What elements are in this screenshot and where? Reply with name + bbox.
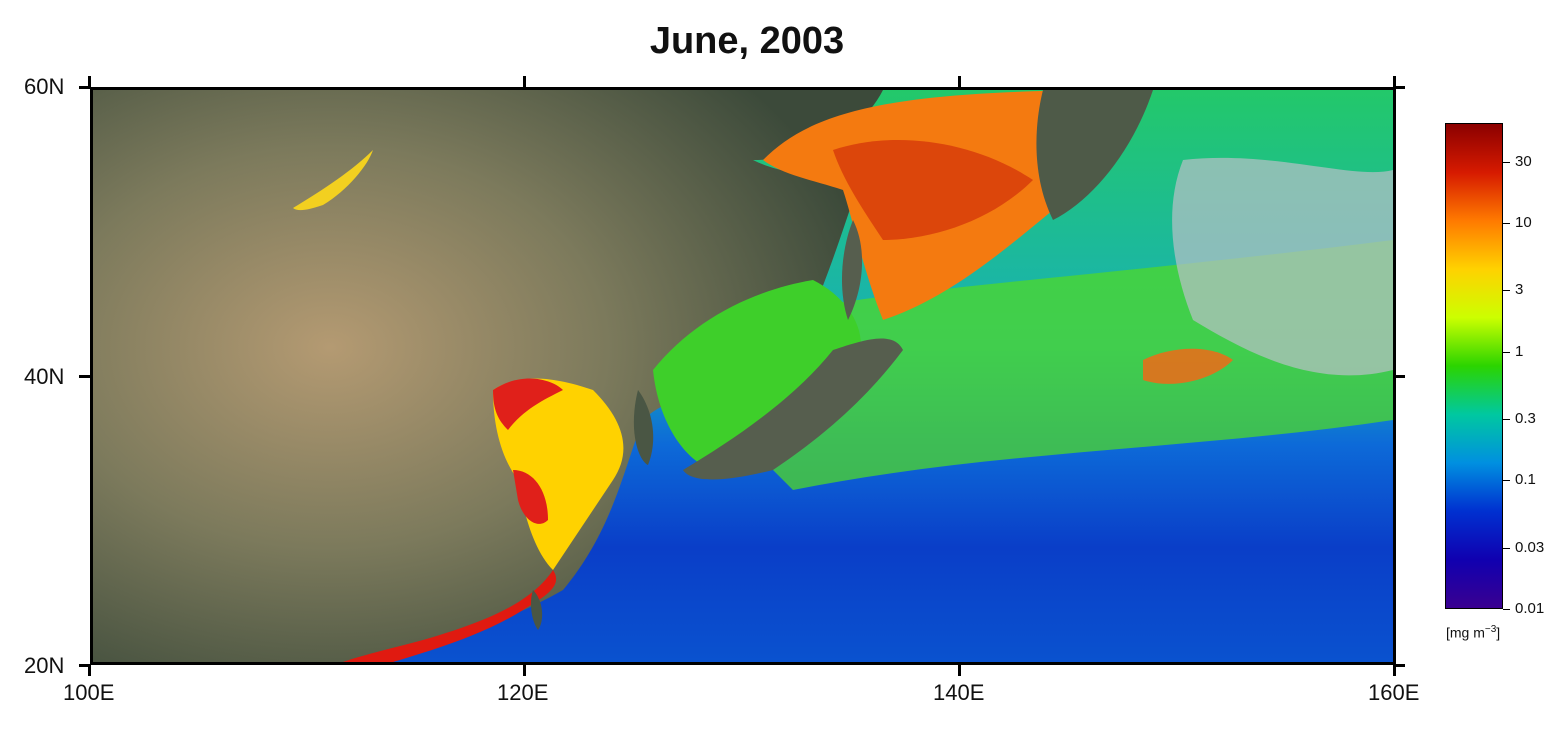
x-tick-mark: [523, 76, 526, 87]
colorbar-tick-label: 30: [1515, 153, 1532, 170]
coastal-bloom: [343, 570, 557, 662]
colorbar-tick-mark: [1503, 419, 1510, 420]
x-tick-mark: [958, 665, 961, 676]
y-tick-mark: [1396, 375, 1405, 378]
y-tick-mark: [79, 664, 90, 667]
colorbar-tick-mark: [1503, 290, 1510, 291]
y-tick-mark: [1396, 664, 1405, 667]
colorbar-tick-mark: [1503, 548, 1510, 549]
x-tick-label: 100E: [63, 680, 115, 705]
colorbar-tick-mark: [1503, 223, 1510, 224]
map-title: June, 2003: [649, 20, 845, 62]
japan-islands: [683, 338, 903, 480]
map-canvas: [93, 90, 1393, 662]
yellow-sea-bloom: [493, 378, 624, 570]
x-tick-label: 140E: [933, 680, 985, 705]
kamchatka: [1036, 90, 1153, 220]
colorbar-tick-label: 3: [1515, 281, 1524, 298]
lake-baikal: [293, 150, 373, 211]
colorbar-units: [mg m−3]: [1446, 624, 1501, 641]
colorbar-tick-label: 0.3: [1515, 410, 1536, 427]
colorbar-tick-label: 0.03: [1515, 539, 1545, 556]
x-tick-mark: [1393, 76, 1396, 87]
chlorophyll-map: [90, 87, 1396, 665]
x-tick-label: 120E: [497, 680, 549, 705]
x-tick-mark: [88, 76, 91, 87]
asia-landmass: [93, 90, 883, 662]
y-tick-mark: [79, 375, 90, 378]
y-tick-label: 40N: [24, 364, 65, 389]
x-tick-mark: [958, 76, 961, 87]
y-tick-label: 60N: [24, 74, 65, 99]
colorbar-tick-label: 0.01: [1515, 600, 1545, 617]
colorbar-tick-label: 0.1: [1515, 471, 1536, 488]
y-tick-mark: [79, 86, 90, 89]
pacific-orange-patch: [1143, 348, 1233, 384]
y-tick-label: 20N: [24, 653, 65, 678]
x-tick-label: 160E: [1368, 680, 1420, 705]
cloud-patch: [1172, 157, 1393, 376]
taiwan: [530, 590, 543, 630]
x-tick-mark: [1393, 665, 1396, 676]
colorbar-tick-mark: [1503, 162, 1510, 163]
x-tick-mark: [88, 665, 91, 676]
colorbar-tick-mark: [1503, 480, 1510, 481]
colorbar-tick-mark: [1503, 609, 1510, 610]
sea-of-japan: [653, 280, 861, 470]
colorbar-tick-label: 1: [1515, 343, 1524, 360]
colorbar-tick-mark: [1503, 352, 1510, 353]
colorbar: [1445, 123, 1503, 609]
korean-peninsula: [633, 390, 654, 465]
colorbar-tick-label: 10: [1515, 214, 1532, 231]
x-tick-mark: [523, 665, 526, 676]
y-tick-mark: [1396, 86, 1405, 89]
